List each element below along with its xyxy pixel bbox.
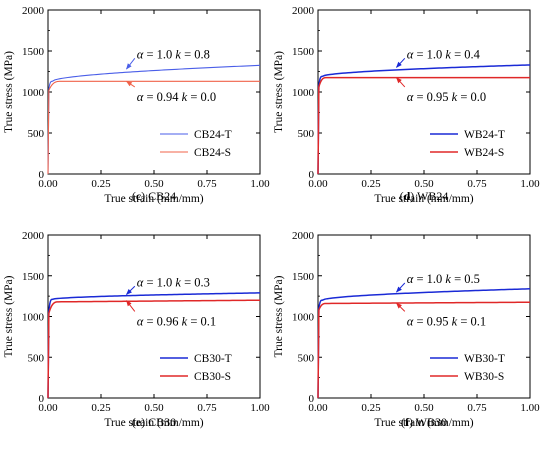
series-line-cb24-t	[47, 64, 261, 175]
x-axis-label: True strain (mm/mm)	[374, 193, 473, 205]
series-line-wb30-t	[317, 288, 531, 399]
x-tick-label: 0.25	[91, 178, 111, 190]
annotation-arrow	[396, 57, 406, 68]
annotation-label: α = 0.95 k = 0.0	[407, 90, 486, 104]
series-line-wb24-s	[317, 76, 530, 175]
annotation-label: α = 1.0 k = 0.8	[137, 47, 210, 61]
y-tick-label: 1000	[292, 87, 315, 99]
x-tick-label: 0.25	[361, 402, 381, 414]
series-line-cb30-t	[47, 292, 261, 399]
legend-entry: CB24-S	[194, 147, 231, 159]
x-axis-label: True strain (mm/mm)	[104, 417, 203, 429]
x-tick-label: 1.00	[520, 402, 540, 414]
legend-entry: CB30-T	[194, 353, 232, 365]
x-tick-label: 0.75	[467, 178, 487, 190]
annotation-label: α = 0.95 k = 0.1	[407, 314, 486, 328]
y-tick-label: 0	[39, 169, 45, 181]
panel-caption: (c) CB24	[132, 189, 176, 203]
y-tick-label: 500	[28, 128, 45, 140]
x-axis-label: True strain (mm/mm)	[374, 417, 473, 429]
y-axis-label: True stress (MPa)	[3, 275, 15, 357]
x-tick-label: 0.75	[197, 402, 217, 414]
annotation-arrow	[125, 80, 136, 88]
x-tick-label: 0.00	[308, 402, 328, 414]
series-line-wb24-t	[317, 64, 531, 175]
x-tick-label: 0.25	[361, 178, 381, 190]
y-axis-label: True stress (MPa)	[273, 275, 285, 357]
panel-caption: (e) CB30	[132, 415, 176, 429]
legend-entry: WB24-S	[464, 147, 504, 159]
annotation-label: α = 1.0 k = 0.3	[137, 275, 210, 289]
y-tick-label: 2000	[292, 5, 315, 17]
legend-entry: WB30-T	[464, 353, 505, 365]
annotation-arrow	[396, 282, 406, 293]
y-tick-label: 0	[309, 169, 315, 181]
y-tick-label: 2000	[22, 230, 45, 242]
x-tick-label: 0.50	[414, 178, 434, 190]
y-axis-label: True stress (MPa)	[3, 51, 15, 133]
x-tick-label: 0.75	[197, 178, 217, 190]
x-tick-label: 1.00	[250, 178, 270, 190]
annotation-arrow	[126, 57, 136, 70]
y-tick-label: 1000	[22, 87, 45, 99]
panel-wb30: 0 500 1000 1500 2000 0.00 0.25 0.50 0.75 1.00 True…	[273, 230, 540, 429]
panel-caption: (f) WB30	[401, 415, 447, 429]
legend-entry: CB24-T	[194, 129, 232, 141]
series-line-wb30-s	[317, 301, 531, 399]
y-tick-label: 1000	[22, 312, 45, 324]
y-tick-label: 1500	[22, 271, 45, 283]
y-tick-label: 0	[309, 393, 315, 405]
panel-cb24: 0 500 1000 1500 2000 0.00 0.25 0.50 0.75 1.00 True…	[3, 5, 270, 205]
x-tick-label: 0.50	[144, 402, 164, 414]
annotation-label: α = 0.94 k = 0.0	[137, 90, 216, 104]
x-tick-label: 1.00	[250, 402, 270, 414]
x-tick-label: 0.50	[144, 178, 164, 190]
annotation-arrow	[396, 302, 406, 312]
series-line-cb30-s	[47, 299, 261, 399]
annotation-arrow	[396, 77, 406, 88]
y-tick-label: 500	[28, 352, 45, 364]
x-axis-label: True strain (mm/mm)	[104, 193, 203, 205]
panel-caption: (d) WB24	[400, 189, 449, 203]
x-tick-label: 0.25	[91, 402, 111, 414]
y-tick-label: 500	[298, 352, 315, 364]
x-tick-label: 0.00	[308, 178, 328, 190]
annotation-label: α = 1.0 k = 0.4	[407, 47, 481, 61]
legend-entry: CB30-S	[194, 371, 231, 383]
x-tick-label: 0.00	[38, 178, 58, 190]
y-tick-label: 1500	[292, 46, 315, 58]
y-tick-label: 1000	[292, 312, 315, 324]
y-tick-label: 0	[39, 393, 45, 405]
annotation-label: α = 1.0 k = 0.5	[407, 272, 480, 286]
x-tick-label: 0.75	[467, 402, 487, 414]
y-tick-label: 1500	[22, 46, 45, 58]
y-axis-label: True stress (MPa)	[273, 51, 285, 133]
y-tick-label: 2000	[292, 230, 315, 242]
y-tick-label: 2000	[22, 5, 45, 17]
y-tick-label: 500	[298, 128, 315, 140]
annotation-label: α = 0.96 k = 0.1	[137, 314, 216, 328]
x-tick-label: 0.00	[38, 402, 58, 414]
series-line-cb24-s	[47, 80, 260, 175]
annotation-arrow	[126, 285, 136, 295]
x-tick-label: 1.00	[520, 178, 540, 190]
x-tick-label: 0.50	[414, 402, 434, 414]
legend-entry: WB24-T	[464, 129, 505, 141]
panel-wb24: 0 500 1000 1500 2000 0.00 0.25 0.50 0.75 1.00 True…	[273, 5, 540, 205]
panel-cb30: 0 500 1000 1500 2000 0.00 0.25 0.50 0.75 1.00 True…	[3, 230, 270, 429]
legend-entry: WB30-S	[464, 371, 504, 383]
annotation-arrow	[126, 300, 136, 312]
y-tick-label: 1500	[292, 271, 315, 283]
